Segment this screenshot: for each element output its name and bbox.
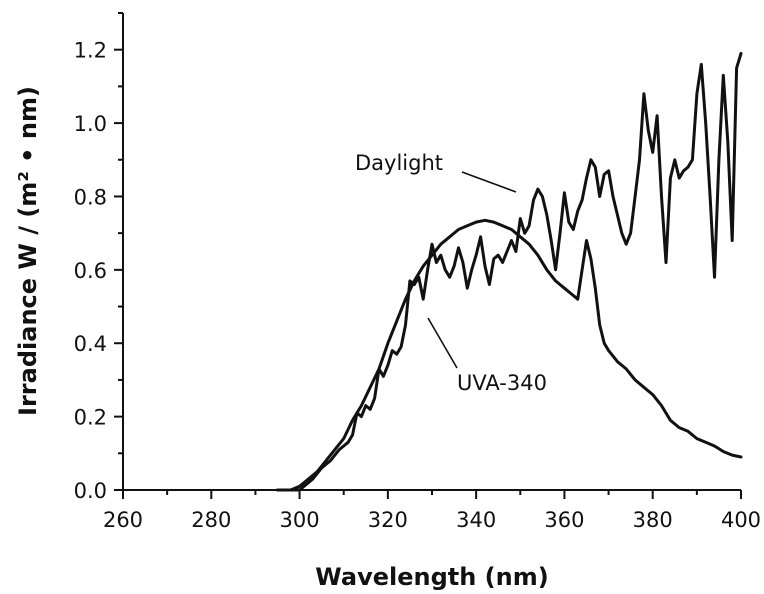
- daylight-leader-line: [461, 171, 517, 193]
- y-tick-label-0.4: 0.4: [74, 332, 107, 356]
- uva-340-annotation: UVA-340: [457, 371, 547, 395]
- x-tick-label-340: 340: [456, 508, 496, 532]
- x-tick-label-400: 400: [721, 508, 761, 532]
- x-tick-label-380: 380: [633, 508, 673, 532]
- y-tick-label-0.6: 0.6: [74, 259, 107, 283]
- x-axis-label: Wavelength (nm): [315, 563, 548, 591]
- y-tick-label-0.2: 0.2: [74, 406, 107, 430]
- y-axis-label: Irradiance W / (m² • nm): [14, 86, 42, 416]
- series-layer: [276, 51, 743, 492]
- x-tick-label-260: 260: [103, 508, 143, 532]
- x-tick-label-280: 280: [191, 508, 231, 532]
- y-tick-label-1.2: 1.2: [74, 39, 107, 63]
- uva-leader-line: [427, 317, 458, 369]
- tick-labels: 260 280 300 320 340 360 380 400 0.0 0.2 0.4 0.6 0.8 1…: [74, 39, 761, 532]
- x-tick-label-300: 300: [280, 508, 320, 532]
- ticks: [114, 12, 742, 499]
- daylight-annotation: Daylight: [355, 151, 443, 175]
- y-tick-label-0.0: 0.0: [74, 479, 107, 503]
- series-line-daylight: [276, 51, 743, 492]
- y-tick-label-0.8: 0.8: [74, 185, 107, 209]
- x-tick-label-360: 360: [544, 508, 584, 532]
- x-tick-label-320: 320: [368, 508, 408, 532]
- y-tick-label-1.0: 1.0: [74, 112, 107, 136]
- series-line-uva-340: [276, 218, 743, 492]
